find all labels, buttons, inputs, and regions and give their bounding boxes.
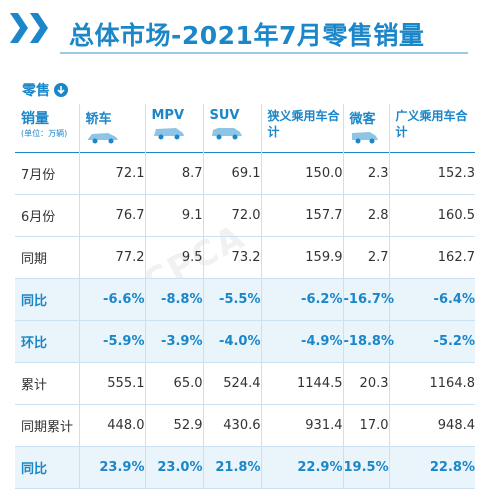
table-cell: 948.4 — [437, 418, 475, 433]
column-header-sedan: 轿车 — [79, 104, 146, 153]
row-label: 累计 — [15, 362, 80, 405]
column-name: SUV — [209, 108, 240, 123]
table-cell: -16.7% — [343, 278, 394, 321]
table-cell: 21.8% — [203, 446, 262, 489]
table-row: 6月份 76.7 9.1 72.0 157.7 2.8 160.5 — [15, 194, 475, 237]
table-cell: 150.0 — [261, 152, 344, 195]
table-cell: 76.7 — [79, 194, 146, 237]
column-header-suv: SUV — [203, 104, 262, 153]
table-cell: 73.2 — [203, 236, 262, 279]
unit-header-sub: (单位：万辆) — [21, 129, 68, 138]
table-cell: 524.4 — [203, 362, 262, 405]
table-row: 累计 555.1 65.0 524.4 1144.5 20.3 1164.8 — [15, 362, 476, 405]
row-label: 7月份 — [15, 152, 80, 195]
table-cell: 1144.5 — [261, 362, 344, 405]
table-cell: -6.6% — [79, 278, 146, 321]
table-cell: 19.5% — [343, 446, 390, 489]
table-cell: 1164.8 — [429, 376, 476, 391]
table-row: 7月份 72.1 8.7 69.1 150.0 2.3 152.3 — [15, 152, 475, 195]
row-label: 同期累计 — [15, 404, 80, 447]
table-cell: 159.9 — [261, 236, 344, 279]
table-cell: 9.5 — [145, 236, 204, 279]
column-name: 狭义乘用车合计 — [267, 109, 340, 139]
unit-header: 销量 (单位：万辆) — [15, 104, 80, 153]
sedan-icon — [87, 133, 118, 144]
column-header-narrow-total: 狭义乘用车合计 — [261, 104, 344, 153]
table-cell: 555.1 — [79, 362, 146, 405]
table-cell: 77.2 — [79, 236, 146, 279]
row-label: 环比 — [15, 320, 80, 363]
table-cell: -5.5% — [203, 278, 262, 321]
table-cell: -5.9% — [79, 320, 146, 363]
arrow-down-circle-icon — [54, 83, 68, 97]
table-cell: -6.4% — [433, 292, 475, 307]
table-cell: 72.1 — [79, 152, 146, 195]
row-label: 同比 — [15, 446, 80, 489]
table-cell: -6.2% — [261, 278, 344, 321]
table-cell: 52.9 — [145, 404, 204, 447]
row-label: 同期 — [15, 236, 80, 279]
table-cell: 23.9% — [79, 446, 146, 489]
section-label-text: 零售 — [22, 83, 50, 99]
table-cell: 430.6 — [203, 404, 262, 447]
table-cell: -18.8% — [343, 320, 394, 363]
table-cell: 160.5 — [437, 208, 475, 223]
table-cell: -8.8% — [145, 278, 204, 321]
table-row: 环比 -5.9% -3.9% -4.0% -4.9% -18.8% -5.2% — [15, 320, 475, 363]
table-cell: 2.7 — [343, 236, 390, 279]
table-row: 同比 23.9% 23.0% 21.8% 22.9% 19.5% 22.8% — [15, 446, 475, 489]
table-cell: -4.9% — [261, 320, 344, 363]
table-cell: 69.1 — [203, 152, 262, 195]
chevron-right-icon — [10, 13, 28, 43]
suv-icon — [211, 128, 242, 140]
table-cell: 72.0 — [203, 194, 262, 237]
column-header-broad-total: 广义乘用车合计 — [389, 104, 475, 153]
title-divider — [60, 52, 468, 54]
table-cell: 152.3 — [437, 166, 475, 181]
title-bar: 总体市场-2021年7月零售销量 — [0, 0, 480, 72]
table-cell: 20.3 — [343, 362, 390, 405]
page-title: 总体市场-2021年7月零售销量 — [69, 21, 425, 50]
table-cell: 22.9% — [261, 446, 344, 489]
row-label: 同比 — [15, 278, 80, 321]
chevron-right-icon — [30, 13, 48, 43]
column-name: 广义乘用车合计 — [395, 109, 468, 139]
table-body: 7月份 72.1 8.7 69.1 150.0 2.3 152.3 6月份 76.7 9.1 72.… — [15, 152, 476, 489]
table-cell: 9.1 — [145, 194, 204, 237]
table-cell: -4.0% — [203, 320, 262, 363]
table-cell: 448.0 — [79, 404, 146, 447]
table-cell: 157.7 — [261, 194, 344, 237]
table-cell: 162.7 — [437, 250, 475, 265]
column-name: 微客 — [349, 112, 376, 127]
table-cell: 65.0 — [145, 362, 204, 405]
table-cell: 23.0% — [145, 446, 204, 489]
table-cell: 8.7 — [145, 152, 204, 195]
table-row: 同期 77.2 9.5 73.2 159.9 2.7 162.7 — [15, 236, 475, 279]
table-header-row: 销量 (单位：万辆) 轿车 MPV SUV — [15, 104, 475, 153]
microbus-icon — [351, 132, 378, 144]
table-cell: 22.8% — [429, 460, 475, 475]
column-header-microbus: 微客 — [343, 104, 390, 153]
row-label: 6月份 — [15, 194, 80, 237]
mpv-icon — [153, 128, 184, 140]
column-header-mpv: MPV — [145, 104, 204, 153]
table-cell: 17.0 — [343, 404, 390, 447]
table-row: 同期累计 448.0 52.9 430.6 931.4 17.0 948.4 — [15, 404, 475, 447]
table-cell: 2.8 — [343, 194, 390, 237]
table-cell: 931.4 — [261, 404, 344, 447]
column-name: MPV — [151, 108, 185, 123]
table-row: 同比 -6.6% -8.8% -5.5% -6.2% -16.7% -6.4% — [15, 278, 475, 321]
table-cell: -3.9% — [145, 320, 204, 363]
section-label: 零售 — [22, 80, 68, 100]
sales-table: 销量 (单位：万辆) 轿车 MPV SUV — [15, 104, 475, 489]
table-cell: -5.2% — [433, 334, 475, 349]
table-cell: 2.3 — [343, 152, 390, 195]
column-name: 轿车 — [85, 112, 112, 127]
unit-header-main: 销量 — [21, 111, 49, 127]
